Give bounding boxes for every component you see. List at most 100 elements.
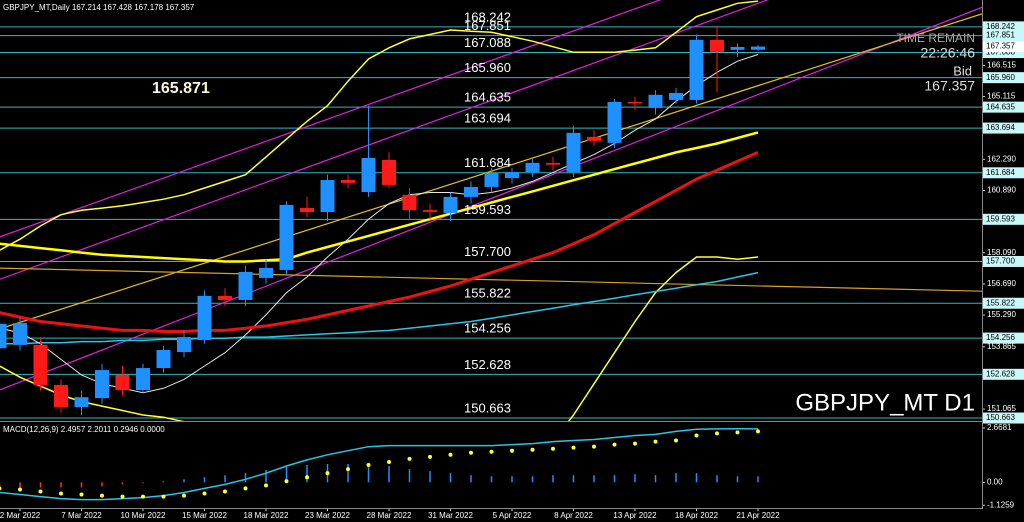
x-tick-label: 31 Mar 2022 xyxy=(428,511,473,520)
signal-dot xyxy=(407,456,412,461)
y-tick-label: 165.115 xyxy=(987,92,1016,101)
candle-body xyxy=(218,295,232,300)
candle-body xyxy=(648,94,663,108)
candle-body xyxy=(710,39,724,52)
signal-dot xyxy=(510,448,514,453)
signal-dot xyxy=(448,452,453,457)
signal-dot xyxy=(59,491,63,496)
x-tick-label: 5 Apr 2022 xyxy=(493,511,532,520)
level-label: 157.700 xyxy=(464,244,511,259)
candle-body xyxy=(259,267,273,278)
signal-dot xyxy=(100,493,104,498)
indicator-line xyxy=(0,271,759,345)
y-tick-label: 153.865 xyxy=(987,342,1016,351)
signal-dot xyxy=(305,475,309,480)
y-tick-label: -1.1259 xyxy=(987,500,1015,509)
x-tick-label: 23 Mar 2022 xyxy=(305,511,350,520)
level-label: 161.684 xyxy=(464,155,511,170)
signal-dot xyxy=(715,431,719,436)
candle-body xyxy=(341,180,355,183)
signal-dot xyxy=(530,447,535,452)
axis-level-label: 165.960 xyxy=(986,73,1015,82)
axis-level-label: 157.700 xyxy=(986,257,1015,266)
candle-body xyxy=(156,350,171,369)
axis-level-label: 161.684 xyxy=(986,168,1015,177)
candle-body xyxy=(628,101,642,104)
axis-level-box xyxy=(983,101,1024,113)
axis-level-box xyxy=(983,368,1024,380)
signal-dot xyxy=(346,467,350,472)
candle-body xyxy=(566,132,581,173)
axis-level-label: 167.088 xyxy=(986,48,1015,57)
signal-dot xyxy=(223,489,227,494)
signal-dot xyxy=(592,444,596,449)
trendline xyxy=(0,6,982,391)
x-tick-label: 15 Mar 2022 xyxy=(182,511,227,520)
candle-body xyxy=(197,295,212,341)
axis-level-box xyxy=(983,297,1024,309)
y-tick-label: 160.890 xyxy=(987,186,1016,195)
y-tick-label: 0.00 xyxy=(987,477,1003,486)
candle-body xyxy=(423,210,437,212)
x-tick-label: 13 Apr 2022 xyxy=(613,511,657,520)
y-tick-label: 2.6681 xyxy=(987,423,1012,432)
axis-level-label: 154.256 xyxy=(986,333,1015,342)
chart-title: GBPJPY_MT,Daily 167.214 167.428 167.178 … xyxy=(3,3,195,12)
candle-body xyxy=(300,208,314,213)
x-tick-label: 8 Apr 2022 xyxy=(554,511,593,520)
signal-dot xyxy=(18,487,22,492)
bid-value: 167.357 xyxy=(924,78,975,94)
level-label: 165.960 xyxy=(464,60,511,75)
candle-body xyxy=(0,323,7,349)
signal-dot xyxy=(120,494,125,499)
candle-body xyxy=(689,39,704,100)
indicator-line xyxy=(0,256,759,421)
level-label: 159.593 xyxy=(464,202,511,217)
signal-dot xyxy=(284,479,289,484)
axis-level-label: 163.694 xyxy=(986,123,1015,132)
axis-level-box xyxy=(983,213,1024,225)
level-label: 167.851 xyxy=(464,18,511,33)
candle-body xyxy=(95,370,109,399)
signal-dot xyxy=(612,442,617,447)
indicator-line xyxy=(0,151,759,333)
level-label: 152.628 xyxy=(464,357,511,372)
time-remain-label: TIME REMAIN xyxy=(896,31,975,45)
price-label: 165.871 xyxy=(152,80,210,97)
axis-level-box xyxy=(983,412,1024,424)
y-tick-label: 156.690 xyxy=(987,279,1016,288)
signal-dot xyxy=(571,445,576,450)
signal-dot xyxy=(0,486,2,491)
signal-dot xyxy=(551,446,555,451)
axis-level-box xyxy=(983,47,1024,59)
level-label: 167.088 xyxy=(464,35,511,50)
candle-body xyxy=(402,194,417,211)
y-tick-label: 162.290 xyxy=(987,154,1016,163)
level-label: 168.242 xyxy=(464,9,511,24)
signal-dot xyxy=(387,459,391,464)
symbol-label: GBPJPY_MT D1 xyxy=(795,389,975,416)
x-tick-label: 7 Mar 2022 xyxy=(61,511,102,520)
axis-level-box xyxy=(983,122,1024,134)
signal-dot xyxy=(366,463,371,467)
x-tick-label: 18 Apr 2022 xyxy=(675,511,719,520)
overlay-layer: GBPJPY_MT,Daily 167.214 167.428 167.178 … xyxy=(0,3,1024,520)
candle-body xyxy=(136,368,150,391)
axis-level-label: 150.663 xyxy=(986,413,1015,422)
level-label: 155.822 xyxy=(464,286,511,301)
candle-body xyxy=(464,186,478,197)
y-tick-label: 151.065 xyxy=(987,404,1016,413)
axis-level-label: 159.593 xyxy=(986,214,1015,223)
axis-level-box xyxy=(983,30,1024,42)
axis-level-box xyxy=(983,255,1024,267)
signal-dot xyxy=(79,492,84,497)
signal-dot xyxy=(674,438,678,443)
signal-dot xyxy=(264,483,268,488)
signal-dot xyxy=(489,449,494,454)
signal-dot xyxy=(202,491,207,496)
axis-level-label: 167.851 xyxy=(986,31,1015,40)
signal-dot xyxy=(735,430,740,435)
axis-level-box xyxy=(983,332,1024,344)
signal-dot xyxy=(325,471,330,476)
